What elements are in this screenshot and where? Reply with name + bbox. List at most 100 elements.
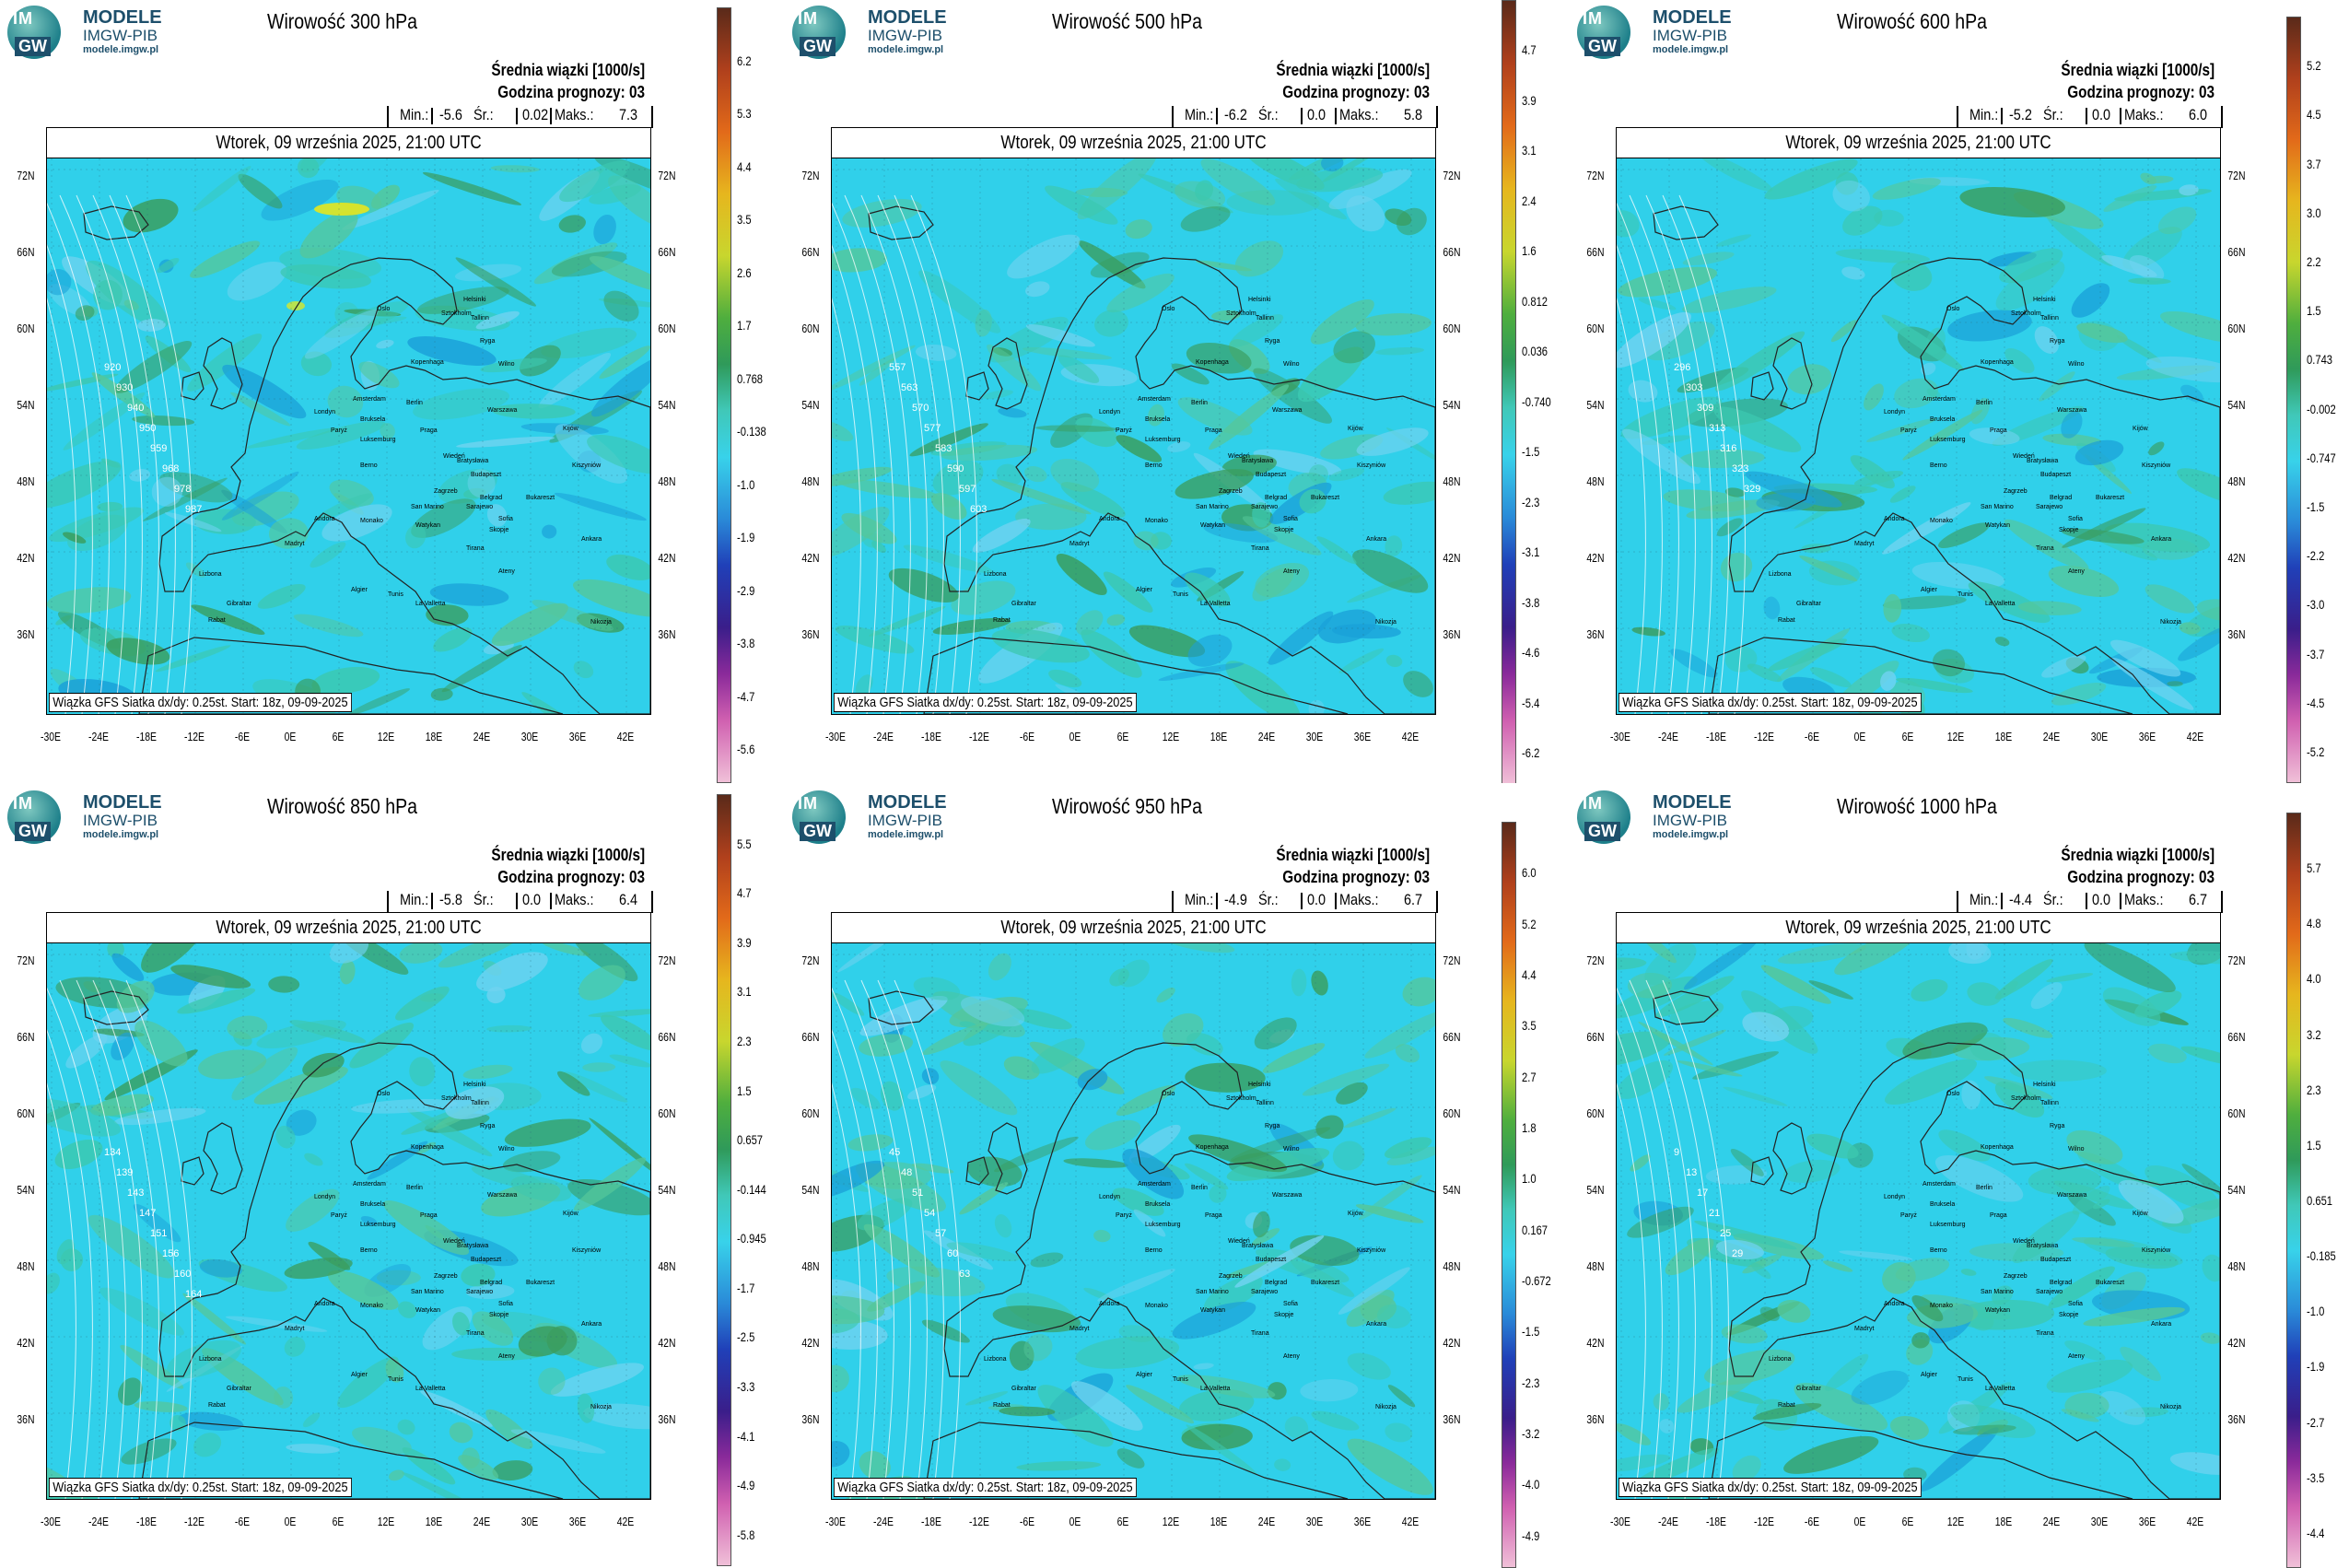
vorticity-blob [1126,1385,1195,1424]
date-bar: Wtorek, 09 września 2025, 21:00 UTC [832,913,1435,943]
vorticity-blob [1644,321,1715,361]
vorticity-blob [2072,1185,2110,1215]
city-label: Sztokholm [2011,1095,2041,1102]
city-label: Belgrad [1265,495,1288,501]
colorbar-tick-label: -4.9 [737,1478,755,1493]
vorticity-blob [2034,326,2059,355]
vorticity-blob [221,471,299,521]
height-contour [26,979,93,1500]
vorticity-blob [480,357,547,373]
city-label: Kiszyniów [1357,1247,1386,1254]
city-label: Rabat [1778,1402,1795,1409]
longitude-label: 12E [1946,730,1965,743]
vorticity-blob [1387,1385,1416,1408]
city-label: Warszawa [1272,1192,1303,1199]
vorticity-blob [1724,646,1758,673]
vorticity-blob [2128,277,2171,285]
vorticity-blob [86,260,169,328]
latitude-label-left: 36N [17,1412,35,1426]
longitude-label: 24E [1257,730,1276,743]
city-label: Bratysława [457,458,489,464]
vorticity-blob [2109,639,2181,677]
vorticity-blob [46,587,132,614]
longitude-label: 30E [1305,730,1324,743]
vorticity-blob [1890,260,1933,291]
longitude-label: -12E [184,1515,205,1528]
contour-label: 603 [970,504,987,515]
vorticity-blob [405,524,427,549]
contour-label: 63 [959,1269,970,1280]
vorticity-blob [1777,943,1866,965]
vorticity-blob [1950,1404,2036,1438]
colorbar-tick-label: -0.672 [1522,1273,1551,1289]
vorticity-blob [452,1311,470,1336]
colorbar-tick-label: -0.138 [737,424,766,439]
city-label: Nikozja [1375,619,1397,626]
vorticity-blob [593,214,616,245]
vorticity-blob [599,345,651,380]
vorticity-blob [2148,1043,2187,1064]
vorticity-blob [476,952,548,992]
colorbar-tick-label: -4.1 [737,1428,755,1444]
colorbar-tick-label: 2.6 [737,264,752,280]
contour-label: 950 [139,423,156,434]
vorticity-blob [542,524,557,539]
latitude-label-left: 42N [1586,551,1605,565]
max-value: 5.8 [1404,106,1423,123]
vorticity-blob [1716,1239,1764,1260]
vorticity-blob [1882,595,1967,610]
vorticity-blob [1880,671,1897,691]
latitude-label-right: 60N [658,322,676,335]
vorticity-blob [542,941,590,956]
vorticity-blob [65,1034,108,1069]
city-label: Belgrad [2050,495,2073,501]
vorticity-blob [221,489,287,534]
city-label: Amsterdam [1922,1181,1956,1188]
vorticity-blob [1747,663,1782,683]
logo-line2: IMGW-PIB [868,812,942,829]
imgw-logo: IM GW MODELE IMGW-PIB modele.imgw.pl [792,790,958,844]
min-value: -5.8 [439,891,462,908]
colorbar-tick-label: 1.0 [1522,1171,1537,1187]
vorticity-blob [1891,623,1930,643]
city-label: Zagrzeb [2004,1273,2028,1280]
vorticity-blob [1321,154,1344,172]
forecast-hour: Godzina prognozy: 03 [497,868,645,886]
vorticity-blob [903,544,993,573]
colorbar-tick-label: -1.9 [737,530,755,545]
city-label: Berno [1145,462,1163,469]
max-value: 6.7 [1404,891,1423,908]
colorbar [717,794,731,1566]
vorticity-blob [1835,249,1930,263]
city-label: Helsinki [463,1082,486,1088]
latitude-label-left: 66N [1586,245,1605,259]
vorticity-blob [1015,503,1087,531]
vorticity-blob [1630,1154,1651,1172]
vorticity-blob [1316,536,1357,565]
longitude-label: 6E [1901,1515,1914,1528]
height-contour [1645,979,1712,1500]
city-label: Bukareszt [1311,1280,1340,1286]
city-label: Budapeszt [471,1257,502,1263]
vorticity-blob [178,1411,243,1431]
city-label: Tunis [1173,1376,1188,1383]
city-label: Nikozja [2160,1404,2181,1410]
colorbar-tick-label: -3.1 [1522,544,1540,560]
vorticity-blob [1377,1305,1411,1328]
vorticity-blob [855,1162,946,1212]
vorticity-blob [2200,1332,2222,1344]
city-label: Ankara [1366,536,1387,543]
vorticity-blob [550,1363,644,1397]
contour-label: 51 [912,1188,923,1199]
latitude-label-right: 54N [2227,1183,2246,1197]
city-label: Watykan [1985,1307,2010,1314]
latitude-label-right: 42N [2227,1336,2246,1350]
vorticity-blob [1799,556,1858,581]
vorticity-blob [504,1118,591,1147]
vorticity-blob [2202,1254,2226,1282]
height-contour [844,194,911,715]
latitude-label-left: 48N [17,1259,35,1273]
stats-separator [2086,893,2087,909]
vorticity-blob [274,1386,294,1409]
longitude-label: -18E [1706,1515,1726,1528]
